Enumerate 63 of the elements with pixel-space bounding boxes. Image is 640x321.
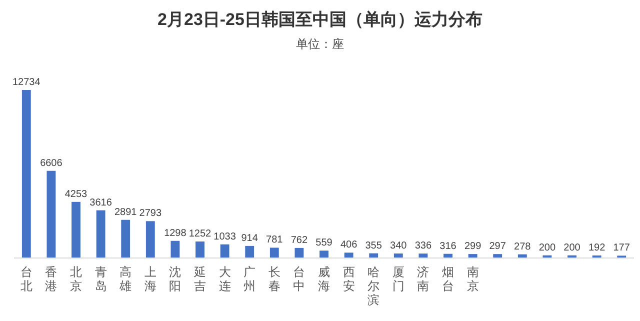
bar [46, 170, 56, 258]
x-tick-label: 哈尔滨 [368, 265, 380, 307]
x-tick-label: 大连 [218, 265, 231, 293]
bar [245, 246, 254, 258]
x-tick-label: 延吉 [193, 265, 206, 293]
data-label: 192 [588, 242, 606, 254]
x-tick-label: 济南 [417, 265, 430, 293]
bar [72, 202, 80, 258]
bar [196, 241, 204, 258]
x-tick-label: 长春 [268, 265, 280, 293]
bar [418, 254, 428, 258]
x-tick-label: 广州 [244, 265, 256, 293]
x-tick-label: 厦门 [392, 265, 404, 293]
x-tick-label: 烟台 [442, 265, 454, 293]
data-label: 299 [464, 241, 482, 252]
data-label: 355 [365, 240, 382, 252]
data-label: 559 [316, 238, 333, 249]
x-tick-label: 台中 [293, 265, 306, 293]
bar [320, 250, 328, 258]
bar [22, 90, 31, 258]
data-label: 914 [241, 232, 258, 244]
data-label: 177 [613, 242, 630, 254]
data-label: 1298 [164, 228, 187, 239]
data-label: 278 [514, 241, 532, 252]
x-tick-label: 高雄 [118, 265, 132, 293]
data-label: 316 [440, 240, 457, 252]
x-tick-label: 北京 [70, 265, 82, 293]
x-tick-label: 台北 [20, 265, 32, 293]
data-label: 1033 [214, 231, 236, 242]
data-label: 200 [564, 242, 581, 254]
x-tick-label: 青岛 [94, 265, 107, 293]
data-label: 1252 [188, 228, 212, 240]
bar [493, 254, 502, 258]
x-tick-label: 上海 [144, 265, 156, 293]
x-tick-label: 香港 [45, 265, 58, 293]
bar [394, 254, 403, 258]
x-tick-label: 西安 [342, 265, 355, 293]
data-label: 2793 [139, 208, 162, 220]
data-label: 2891 [114, 206, 138, 218]
data-label: 781 [266, 234, 284, 246]
bar [220, 244, 230, 258]
data-label: 200 [538, 242, 556, 254]
x-tick-label: 威海 [318, 265, 330, 293]
bar [270, 248, 279, 258]
data-label: 340 [390, 240, 408, 252]
x-tick-label: 南京 [466, 265, 479, 293]
data-label: 6606 [40, 158, 63, 169]
bar [96, 210, 106, 258]
data-label: 297 [489, 241, 506, 252]
bar [121, 220, 130, 258]
bar [344, 252, 354, 258]
chart-subtitle: 单位：座 [296, 37, 344, 51]
data-label: 336 [414, 240, 432, 252]
data-label: 406 [340, 240, 358, 251]
bar [170, 240, 180, 258]
data-label: 3616 [90, 197, 112, 208]
bar [294, 248, 304, 258]
chart-title: 2月23日-25日韩国至中国（单向）运力分布 [158, 10, 482, 29]
data-label: 762 [290, 234, 308, 246]
bar [146, 221, 155, 258]
data-label: 4253 [64, 188, 88, 200]
data-label: 12734 [12, 77, 41, 88]
x-tick-label: 沈阳 [169, 265, 182, 293]
